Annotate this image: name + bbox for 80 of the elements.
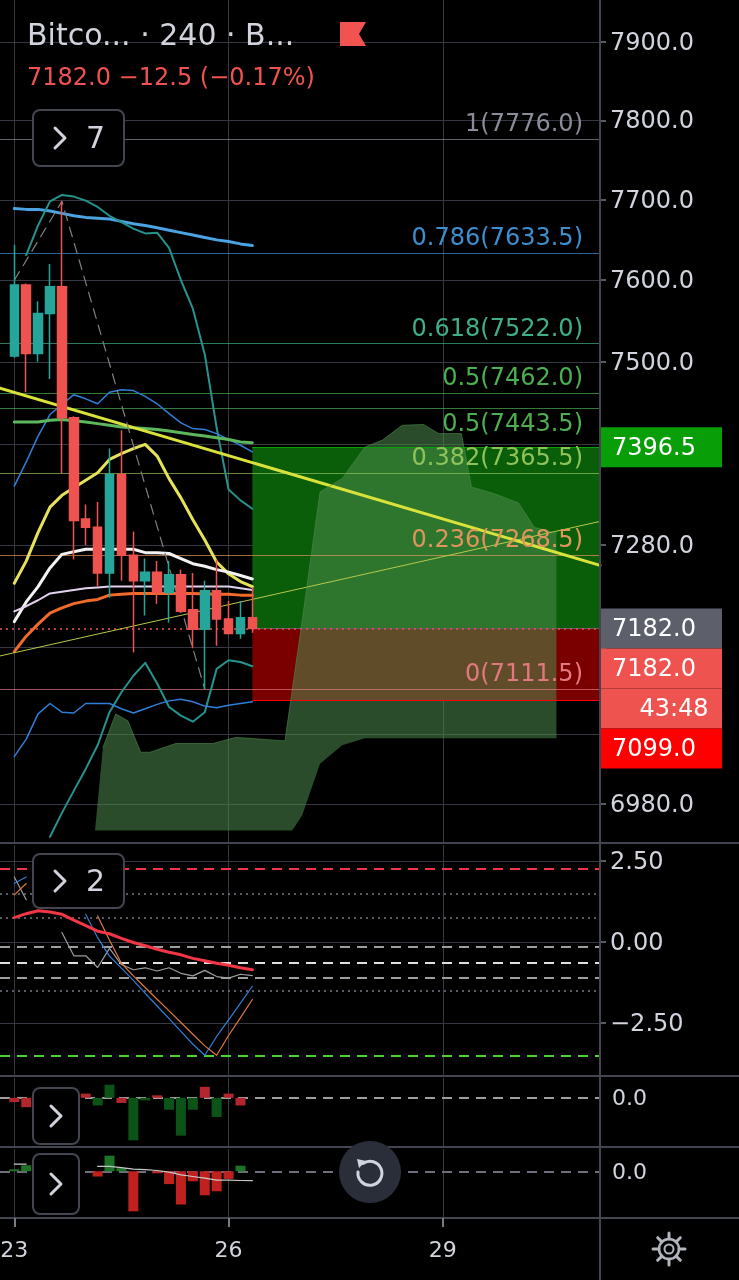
line-series [12,207,254,248]
line-series [25,193,254,510]
bar [116,1097,127,1103]
candlestick [116,429,127,582]
candlestick [175,568,187,614]
line-series [12,442,254,589]
bar [175,1171,186,1205]
bar [9,1169,20,1172]
ref-line-label: 1(7776.0) [465,109,583,138]
ref-line-label: 7182.0 [612,614,696,643]
y-tick-label: −2.50 [610,1008,684,1037]
bar [92,1097,103,1106]
ref-line-label: 7182.0 [612,654,696,683]
candlestick [68,415,80,561]
line-series [13,585,254,613]
bar [92,1171,103,1177]
ref-line-label: 0.618(7522.0) [411,313,583,342]
candlestick [32,300,44,363]
candlestick [80,503,91,546]
ref-line-label: 7396.5 [612,433,696,462]
bar [211,1171,222,1192]
line-series [13,388,254,487]
x-tick-label: 29 [428,1236,457,1262]
bar [187,1097,198,1110]
y-tick-label: 7800.0 [610,106,694,135]
bar [21,1165,32,1172]
candlestick [163,560,175,624]
candlestick [20,282,32,393]
candlestick [199,579,211,690]
candlestick [92,501,103,588]
candlestick [139,557,151,617]
expand-button: 2 [32,853,126,909]
bar [235,1097,246,1106]
bar [21,1097,32,1108]
bar [199,1086,210,1098]
y-tick-label: 7500.0 [610,347,694,376]
bar [104,1084,115,1098]
ref-line-label: 0.0 [612,1085,647,1111]
y-tick-label: 0.00 [610,927,664,956]
x-tick-label: 23 [0,1236,29,1262]
y-tick-label: 7600.0 [610,266,694,295]
line-series [13,698,254,758]
ref-line-label: 0.5(7443.5) [442,409,583,438]
annotation: 7 [86,120,106,155]
bar [128,1171,139,1212]
bar [152,1171,163,1174]
bar [9,1097,20,1103]
y-tick-label: 7280.0 [610,531,694,560]
line-series [12,909,254,972]
candlestick [44,263,56,380]
bar [175,1097,186,1136]
candlestick [9,243,20,359]
ref-line-label: 0.0 [612,1158,647,1184]
bar [152,1095,163,1098]
text: 7182.0 −12.5 (−0.17%) [27,63,315,91]
candlestick [56,200,68,475]
y-tick-label: 7900.0 [610,27,694,56]
expand-button: 7 [32,109,126,167]
ref-line-label: 0.786(7633.5) [411,223,583,252]
bar [223,1171,234,1179]
y-tick-label: 6980.0 [610,790,694,819]
bar [128,1097,139,1141]
x-tick-label: 26 [214,1236,243,1262]
ref-line-label: 0.382(7365.5) [411,443,583,472]
candlestick [151,560,163,605]
text: Bitco... · 240 · B... [27,16,295,52]
ref-line-label: 0.5(7462.0) [442,363,583,392]
ref-line-label: 7099.0 [612,734,696,763]
bar [211,1097,222,1117]
text: 43:48 [639,694,709,723]
bar [164,1097,175,1110]
annotation: 2 [86,863,106,898]
bar [223,1093,234,1098]
y-tick-label: 7700.0 [610,185,694,214]
bar [80,1093,91,1098]
candlestick [235,600,246,640]
candlestick [104,447,115,599]
line-series [49,659,254,838]
bar [199,1171,210,1196]
y-tick-label: 2.50 [610,846,664,875]
